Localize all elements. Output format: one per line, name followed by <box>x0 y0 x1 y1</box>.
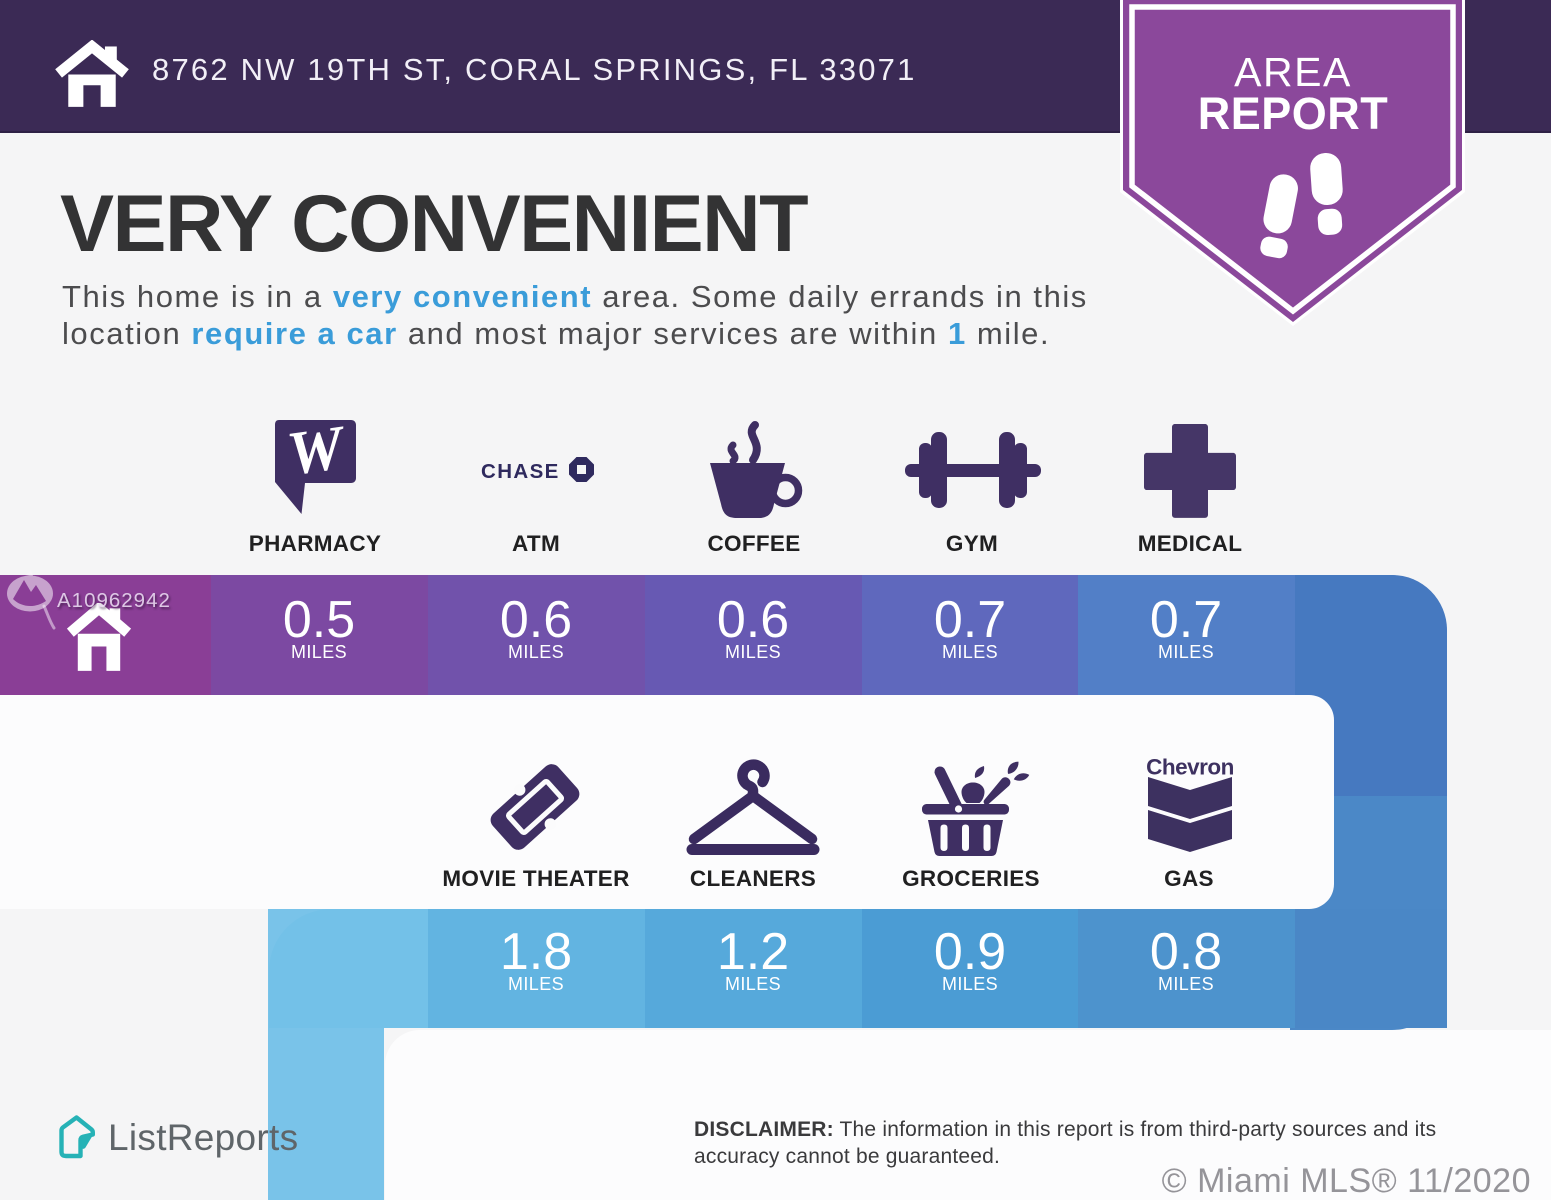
svg-text:AREA: AREA <box>1234 49 1352 95</box>
svg-text:REPORT: REPORT <box>1198 88 1389 139</box>
svg-text:W: W <box>283 418 351 489</box>
svg-text:Chevron: Chevron <box>1146 755 1234 780</box>
